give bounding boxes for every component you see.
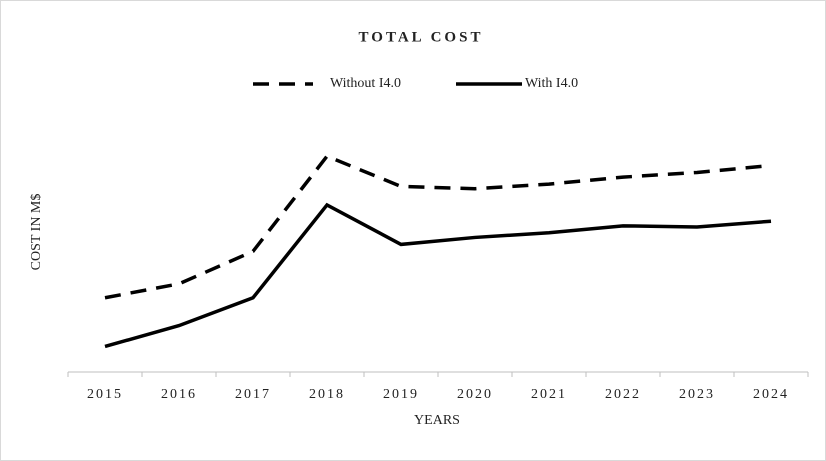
x-tick-label: 2020 xyxy=(457,387,493,402)
x-tick-label: 2023 xyxy=(679,387,715,402)
x-tick-label: 2017 xyxy=(235,387,271,402)
legend-label: With I4.0 xyxy=(525,76,578,91)
series-line xyxy=(104,202,772,349)
x-tick-label: 2022 xyxy=(605,387,641,402)
x-tick-label: 2024 xyxy=(753,387,789,402)
legend-label: Without I4.0 xyxy=(330,76,401,91)
x-tick-label: 2016 xyxy=(161,387,197,402)
y-axis-label: COST IN M$ xyxy=(29,194,44,271)
x-tick-label: 2021 xyxy=(531,387,567,402)
x-tick-label: 2015 xyxy=(87,387,123,402)
series-line xyxy=(104,154,772,300)
x-tick-label: 2019 xyxy=(383,387,419,402)
x-axis-label: YEARS xyxy=(414,413,460,428)
chart-title: TOTAL COST xyxy=(359,29,484,45)
x-tick-label: 2018 xyxy=(309,387,345,402)
